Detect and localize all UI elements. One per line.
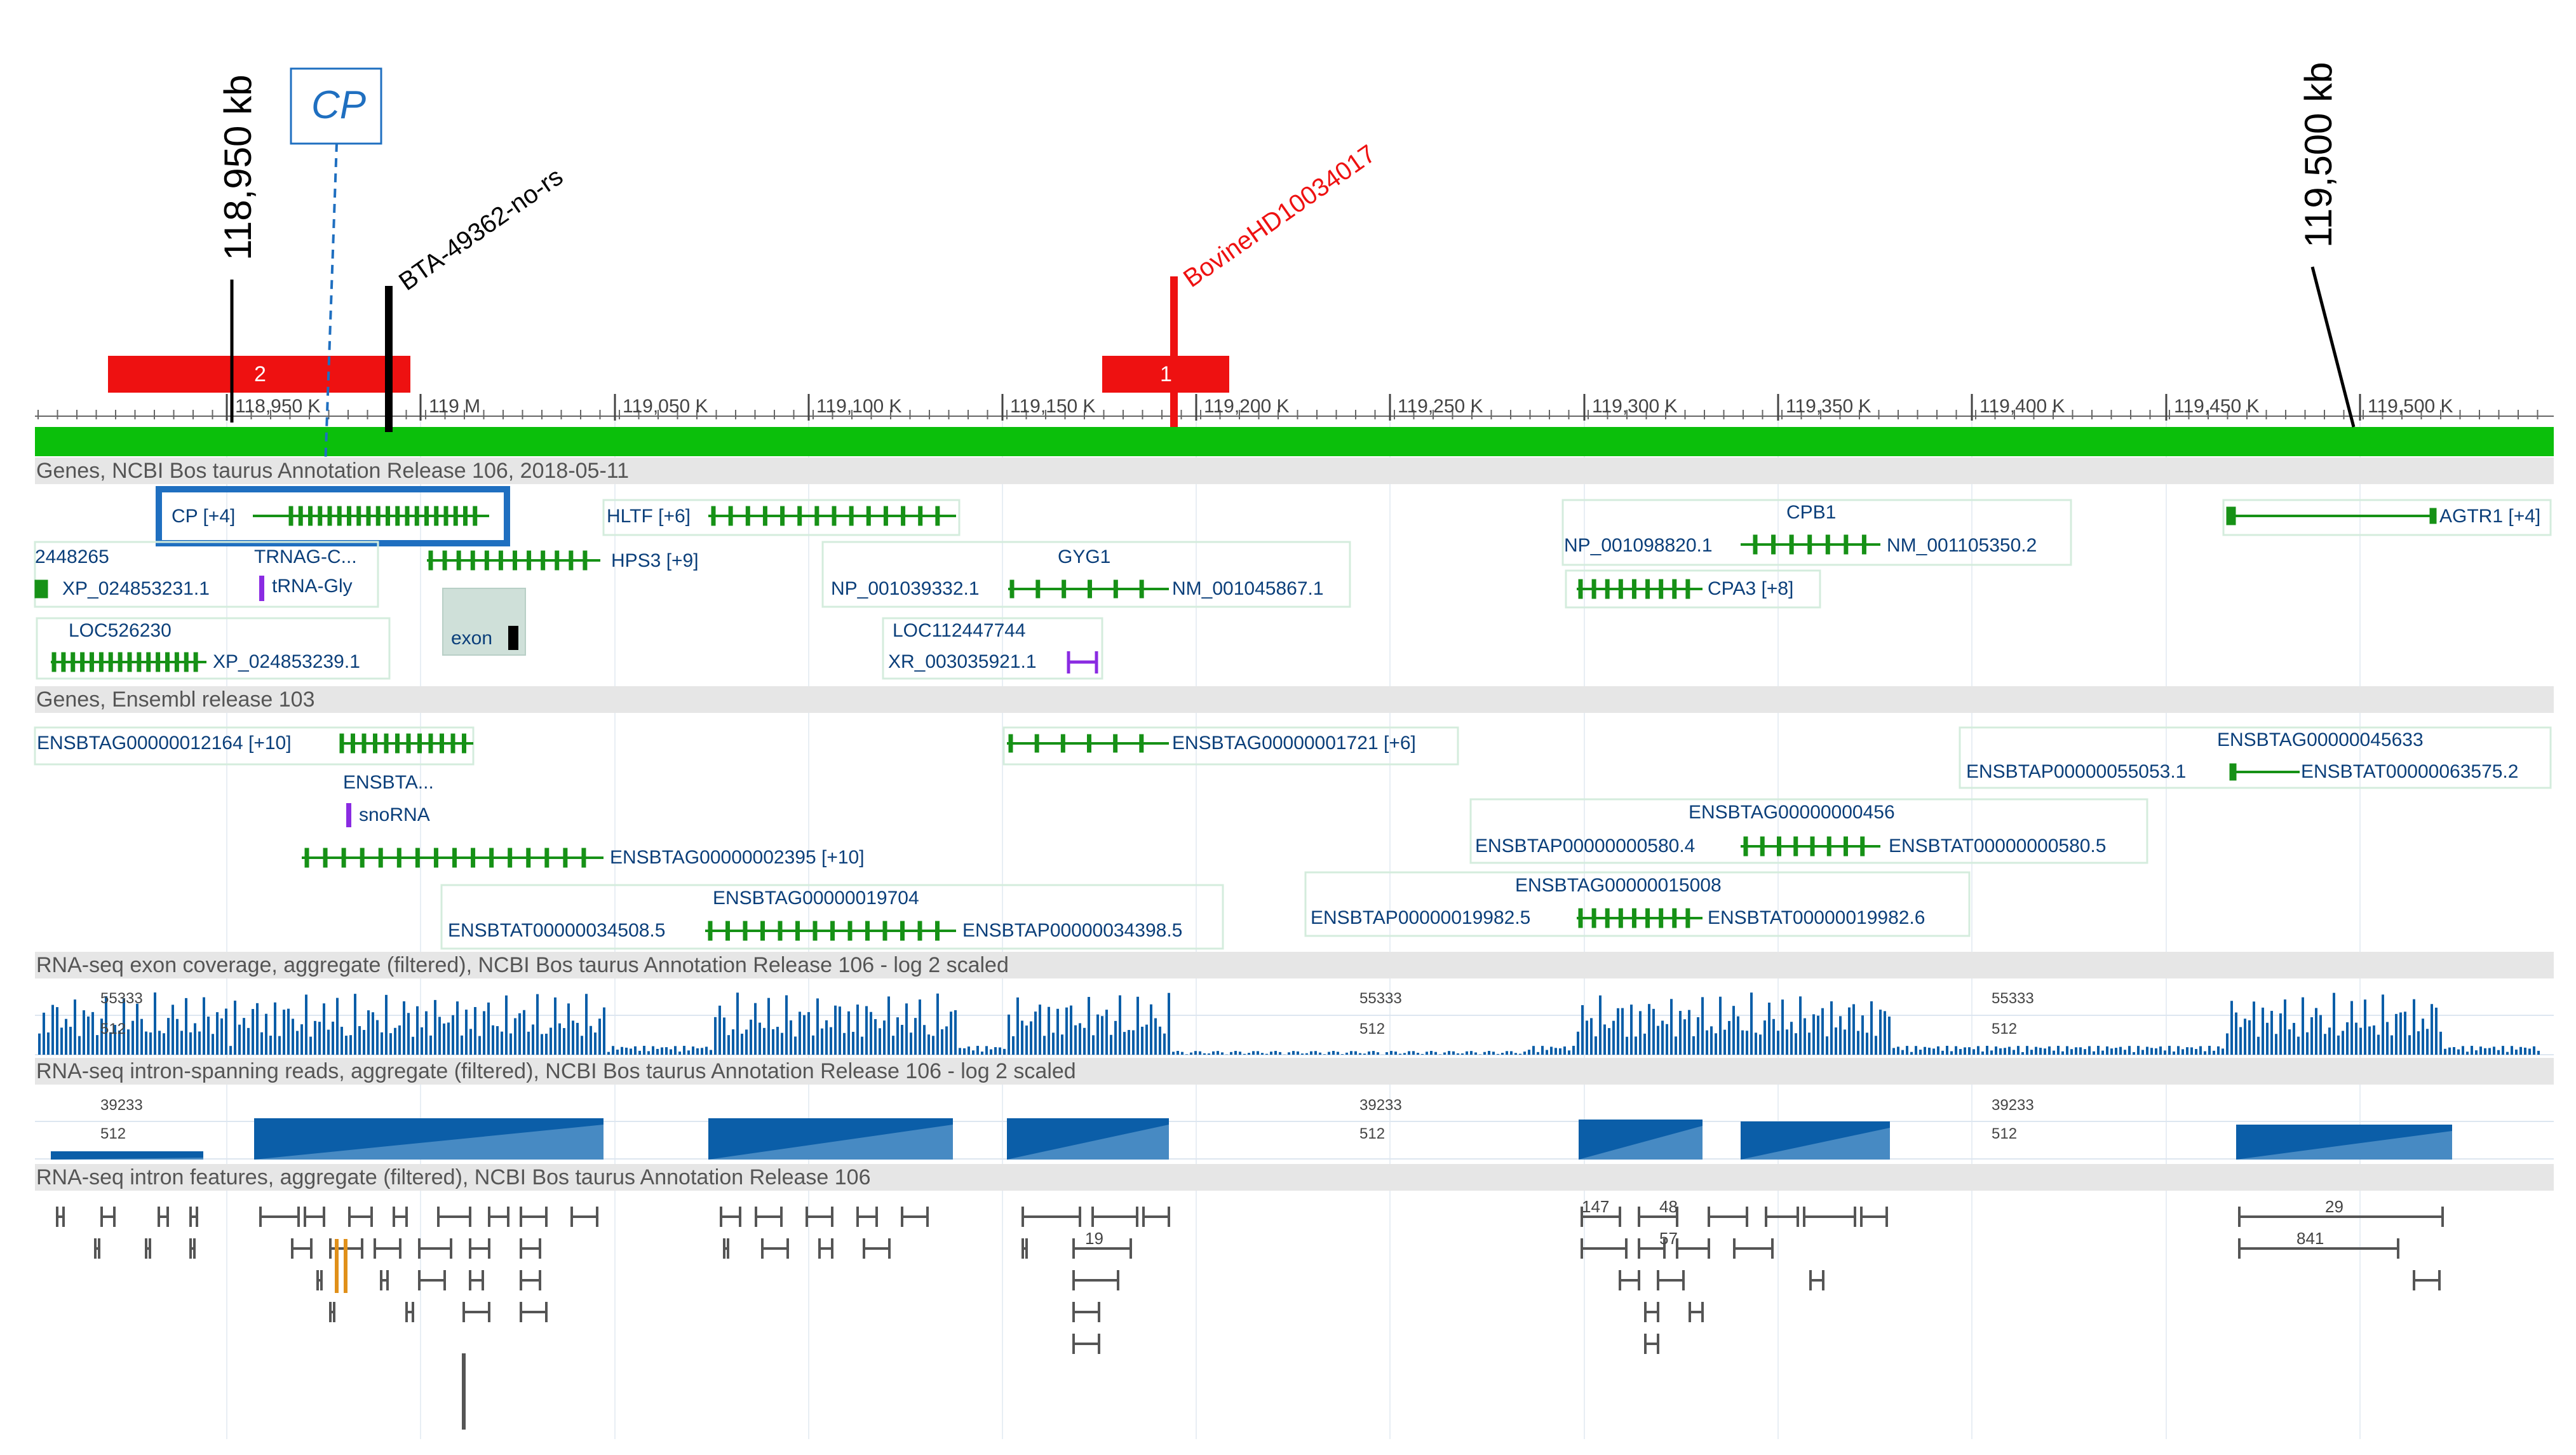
gene-label-ensbtat19982[interactable]: ENSBTAT00000019982.6 xyxy=(1708,907,1925,928)
gene-label-xp-853239[interactable]: XP_024853239.1 xyxy=(213,651,360,672)
cp-highlight-frame[interactable] xyxy=(156,486,510,546)
track-header-ensembl[interactable]: Genes, Ensembl release 103 xyxy=(35,686,2554,713)
trna-gly-bar[interactable] xyxy=(259,576,264,601)
coverage-mid-label: 512 xyxy=(100,1020,126,1038)
cp-callout-box[interactable] xyxy=(290,67,382,145)
span-mid-label: 512 xyxy=(1359,1125,1386,1142)
coverage-mid-label: 512 xyxy=(1992,1020,2018,1038)
gene-label-trna-gly[interactable]: tRNA-Gly xyxy=(272,576,353,597)
ruler-tick-label: 119,300 K xyxy=(1592,396,1678,417)
exon-coverage-track[interactable] xyxy=(35,992,2554,1055)
gene-label-ensbtat63575[interactable]: ENSBTAT00000063575.2 xyxy=(2301,761,2519,782)
ruler-tick-label: 119,050 K xyxy=(623,396,708,417)
track-header-intron-features[interactable]: RNA-seq intron features, aggregate (filt… xyxy=(35,1164,2554,1191)
gene-label-ensbtag19704[interactable]: ENSBTAG00000019704 xyxy=(713,888,919,909)
gene-label-cp[interactable]: CP [+4] xyxy=(172,506,236,527)
gene-label-ensbtag15008[interactable]: ENSBTAG00000015008 xyxy=(1515,875,1722,896)
region-1[interactable] xyxy=(1102,356,1229,393)
gene-label-snorna[interactable]: snoRNA xyxy=(359,804,430,825)
gene-label-cpa3[interactable]: CPA3 [+8] xyxy=(1708,578,1794,599)
gene-label-loc112447744[interactable]: LOC112447744 xyxy=(893,620,1026,641)
track-header-intron-spanning[interactable]: RNA-seq intron-spanning reads, aggregate… xyxy=(35,1058,2554,1085)
span-mid-label: 512 xyxy=(100,1125,126,1142)
region-2-label: 2 xyxy=(254,362,266,386)
span-max-label: 39233 xyxy=(100,1097,143,1114)
gene-label-nm-105350[interactable]: NM_001105350.2 xyxy=(1887,535,2037,556)
span-max-label: 39233 xyxy=(1992,1097,2034,1114)
track-header-exon-coverage[interactable]: RNA-seq exon coverage, aggregate (filter… xyxy=(35,952,2554,978)
coverage-mid-label: 512 xyxy=(1359,1020,1386,1038)
ruler-tick-label: 118,950 K xyxy=(235,396,321,417)
ruler-tick-label: 119,200 K xyxy=(1204,396,1290,417)
grid-lines xyxy=(226,407,2361,1439)
gene-label-ensbtat580[interactable]: ENSBTAT00000000580.5 xyxy=(1889,836,2107,856)
left-kb-label: 118,950 kb xyxy=(217,74,259,261)
gene-label-np-098820[interactable]: NP_001098820.1 xyxy=(1564,535,1713,556)
genome-sequence-bar[interactable] xyxy=(35,427,2554,456)
region-2[interactable] xyxy=(108,356,410,393)
ruler-tick-label: 119,350 K xyxy=(1786,396,1871,417)
exon-block xyxy=(508,626,518,650)
intron-spanning-track[interactable] xyxy=(35,1118,2554,1160)
gene-label-trnag[interactable]: TRNAG-C... xyxy=(254,546,357,567)
gene-label-gyg1[interactable]: GYG1 xyxy=(1058,546,1111,567)
intron-count: 147 xyxy=(1582,1197,1610,1216)
gene-label-ensbtag456[interactable]: ENSBTAG00000000456 xyxy=(1689,802,1895,823)
gene-label-nm-045867[interactable]: NM_001045867.1 xyxy=(1172,578,1324,599)
ruler-tick-label: 119 M xyxy=(429,396,481,417)
cp-dashed-pointer xyxy=(324,142,338,468)
gene-label-2448265[interactable]: 2448265 xyxy=(35,546,109,567)
gene-label-agtr1[interactable]: AGTR1 [+4] xyxy=(2439,506,2541,527)
track-header-ncbi[interactable]: Genes, NCBI Bos taurus Annotation Releas… xyxy=(35,457,2554,484)
span-mid-label: 512 xyxy=(1992,1125,2018,1142)
intron-features-track[interactable] xyxy=(56,1207,2444,1430)
gene-label-ensbtap19982[interactable]: ENSBTAP00000019982.5 xyxy=(1311,907,1531,928)
gene-label-np-039332[interactable]: NP_001039332.1 xyxy=(831,578,980,599)
gene-group-boxes xyxy=(34,499,2552,950)
ruler[interactable] xyxy=(35,394,2554,421)
intron-count: 48 xyxy=(1659,1197,1678,1216)
coverage-max-label: 55333 xyxy=(100,990,143,1007)
ruler-tick-label: 119,450 K xyxy=(2174,396,2260,417)
gene-label-ensbtap580[interactable]: ENSBTAP00000000580.4 xyxy=(1475,836,1696,856)
snorna-bar[interactable] xyxy=(346,803,351,827)
ruler-tick-label: 119,250 K xyxy=(1398,396,1483,417)
gene-label-ensbtap55053[interactable]: ENSBTAP00000055053.1 xyxy=(1966,761,2187,782)
intron-count: 841 xyxy=(2296,1229,2324,1248)
gene-label-ensbtap34398[interactable]: ENSBTAP00000034398.5 xyxy=(962,920,1183,941)
intron-count: 19 xyxy=(1085,1229,1103,1248)
right-kb-label: 119,500 kb xyxy=(2297,62,2340,248)
region-1-label: 1 xyxy=(1160,362,1172,386)
coverage-max-label: 55333 xyxy=(1992,990,2034,1007)
span-max-label: 39233 xyxy=(1359,1097,1402,1114)
intron-count: 57 xyxy=(1659,1229,1678,1248)
xr-035921-model[interactable] xyxy=(1067,651,1098,673)
gene-label-cpb1[interactable]: CPB1 xyxy=(1786,502,1837,523)
gene-label-ensbtat34508[interactable]: ENSBTAT00000034508.5 xyxy=(448,920,666,941)
ensembl-gene-models[interactable] xyxy=(302,733,2300,941)
right-kb-pointer xyxy=(2310,266,2356,428)
ncbi-gene-models[interactable] xyxy=(34,506,2437,672)
coverage-max-label: 55333 xyxy=(1359,990,1402,1007)
gene-label-hltf[interactable]: HLTF [+6] xyxy=(607,506,691,527)
ruler-tick-label: 119,100 K xyxy=(816,396,902,417)
gene-label-loc526230[interactable]: LOC526230 xyxy=(69,620,172,641)
ruler-tick-label: 119,150 K xyxy=(1010,396,1096,417)
gene-label-ensbtag45633[interactable]: ENSBTAG00000045633 xyxy=(2217,729,2424,750)
gene-label-hps3[interactable]: HPS3 [+9] xyxy=(611,550,699,571)
gene-label-ensbtag12164[interactable]: ENSBTAG00000012164 [+10] xyxy=(37,733,292,754)
cp-callout-text: CP xyxy=(311,83,367,127)
gene-label-xp-853231[interactable]: XP_024853231.1 xyxy=(62,578,210,599)
gene-label-ensbtag2395[interactable]: ENSBTAG00000002395 [+10] xyxy=(610,847,865,868)
gene-label-ensbta-short[interactable]: ENSBTA... xyxy=(343,772,434,793)
exon-label: exon xyxy=(451,628,493,649)
ruler-tick-label: 119,400 K xyxy=(1979,396,2065,417)
ruler-tick-label: 119,500 K xyxy=(2368,396,2453,417)
gene-label-ensbtag1721[interactable]: ENSBTAG00000001721 [+6] xyxy=(1172,733,1416,754)
gene-label-xr-035921[interactable]: XR_003035921.1 xyxy=(888,651,1037,672)
intron-count: 29 xyxy=(2325,1197,2343,1216)
